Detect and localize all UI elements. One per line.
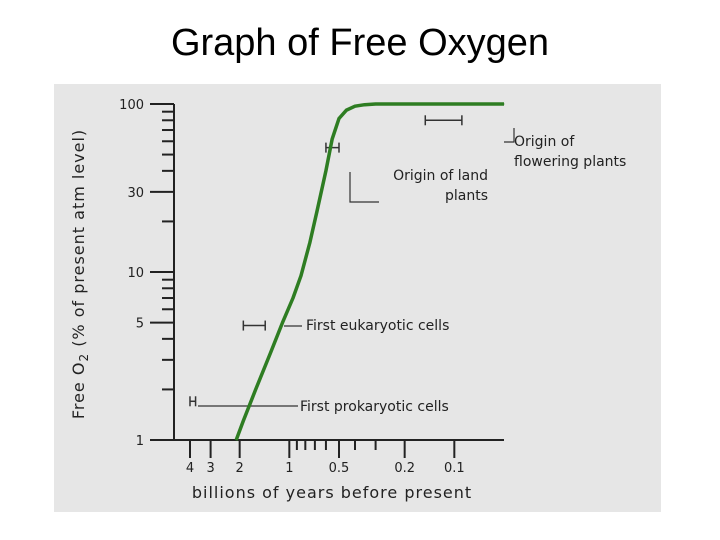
annotation-label: flowering plants (514, 154, 626, 170)
x-tick-label: 3 (206, 461, 214, 476)
data-point (346, 109, 347, 111)
data-point (404, 103, 406, 105)
y-tick-label: 30 (127, 186, 144, 201)
chart-panel: 100 30 10 5 1 4 3 2 1 0.5 0.2 0.1 Origin of floweri… (54, 84, 661, 512)
annotation: Origin of land plants (325, 142, 488, 204)
x-tick-label: 0.2 (394, 461, 415, 476)
page-title: Graph of Free Oxygen (170, 22, 550, 64)
data-point (338, 118, 340, 119)
x-tick-label: 1 (285, 461, 293, 476)
data-point (364, 104, 366, 106)
data-point (354, 105, 356, 107)
x-ticks: 4 3 2 1 0.5 0.2 0.1 (186, 440, 465, 476)
data-point (316, 210, 318, 212)
annotation-leader (504, 128, 515, 143)
annotation: First prokaryotic cells (189, 396, 449, 415)
data-point (375, 103, 377, 105)
annotation: Origin of flowering plants (424, 115, 626, 170)
x-tick-label: 2 (236, 461, 244, 476)
data-point (255, 388, 257, 390)
data-point (309, 241, 311, 243)
data-point (503, 103, 505, 105)
y-tick-label: 100 (119, 98, 144, 113)
data-point (235, 439, 237, 441)
y-axis-title: Free O2 (% of present atm level) (69, 129, 91, 419)
annotation-label: Origin of (514, 134, 575, 150)
y-tick-label: 10 (127, 266, 144, 281)
x-tick-label: 0.5 (329, 461, 350, 476)
annotations: Origin of flowering plants Origin of land p… (189, 115, 626, 415)
x-tick-label: 0.1 (444, 461, 465, 476)
axes (173, 104, 504, 441)
series-layer (234, 102, 505, 441)
x-tick-label: 4 (186, 461, 194, 476)
oxygen-chart: 100 30 10 5 1 4 3 2 1 0.5 0.2 0.1 Origin of floweri… (69, 98, 626, 502)
series-line (234, 102, 504, 441)
y-ticks: 100 30 10 5 1 (119, 98, 174, 449)
annotation-leader (349, 172, 379, 203)
y-tick-label: 5 (136, 317, 144, 332)
annotation-label: plants (445, 188, 488, 204)
data-point (424, 103, 426, 105)
data-point (282, 322, 283, 324)
y-tick-label: 1 (136, 434, 144, 449)
annotation-label: First eukaryotic cells (306, 318, 449, 334)
data-point (242, 420, 244, 422)
annotation: First eukaryotic cells (242, 318, 449, 334)
data-point (331, 138, 333, 140)
data-point (325, 170, 327, 172)
annotation-label: Origin of land (393, 168, 488, 184)
annotation-label: First prokaryotic cells (300, 399, 449, 415)
x-axis-title: billions of years before present (192, 483, 472, 502)
data-point (300, 275, 302, 277)
data-point (270, 352, 271, 354)
data-point (292, 297, 294, 299)
data-point (453, 103, 455, 105)
